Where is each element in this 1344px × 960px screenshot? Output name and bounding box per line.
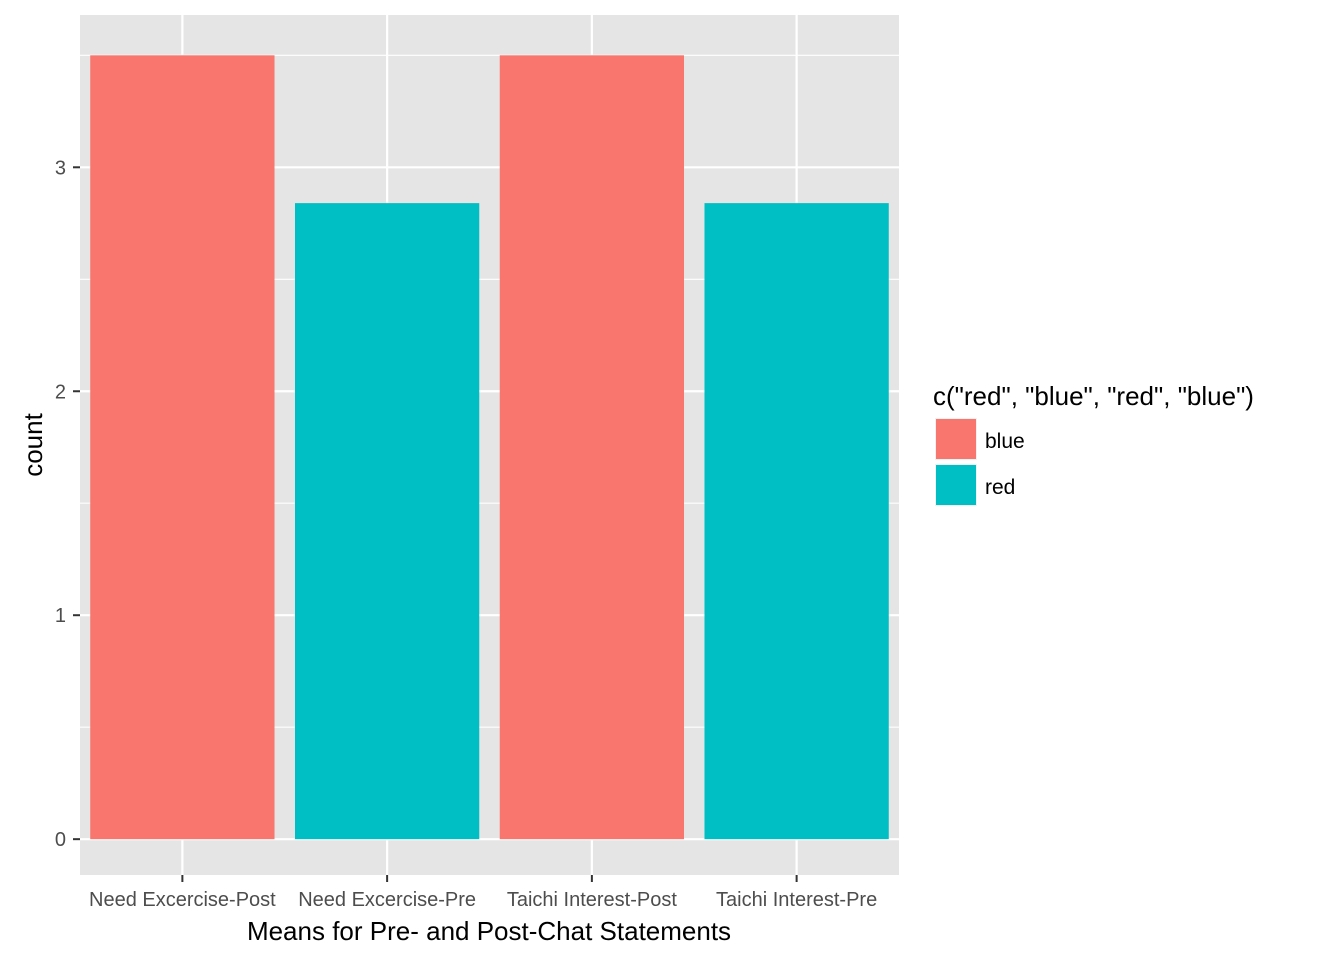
x-tick-label-1: Need Excercise-Pre xyxy=(298,889,476,911)
bar-1 xyxy=(294,203,480,840)
x-tick-label-0: Need Excercise-Post xyxy=(89,889,276,911)
bars xyxy=(90,55,889,840)
y-tick-label-1: 1 xyxy=(55,605,66,627)
y-tick-label-0: 0 xyxy=(55,829,66,851)
x-axis-title: Means for Pre- and Post-Chat Statements xyxy=(247,916,731,946)
legend-label-blue: blue xyxy=(985,430,1025,453)
legend-key-red xyxy=(936,465,976,505)
bar-2 xyxy=(499,55,685,840)
legend: c("red", "blue", "red", "blue") blue red xyxy=(933,381,1254,506)
legend-title: c("red", "blue", "red", "blue") xyxy=(933,381,1254,411)
x-axis: Need Excercise-Post Need Excercise-Pre Tai… xyxy=(89,875,877,911)
y-axis: 0 1 2 3 xyxy=(55,157,80,851)
x-tick-label-2: Taichi Interest-Post xyxy=(507,889,678,911)
y-tick-label-3: 3 xyxy=(55,157,66,179)
legend-label-red: red xyxy=(985,476,1015,499)
bar-3 xyxy=(704,203,889,840)
y-tick-label-2: 2 xyxy=(55,381,66,403)
x-tick-label-3: Taichi Interest-Pre xyxy=(716,889,877,911)
legend-key-blue xyxy=(936,419,976,459)
bar-0 xyxy=(90,55,275,840)
y-axis-title: count xyxy=(18,412,48,476)
